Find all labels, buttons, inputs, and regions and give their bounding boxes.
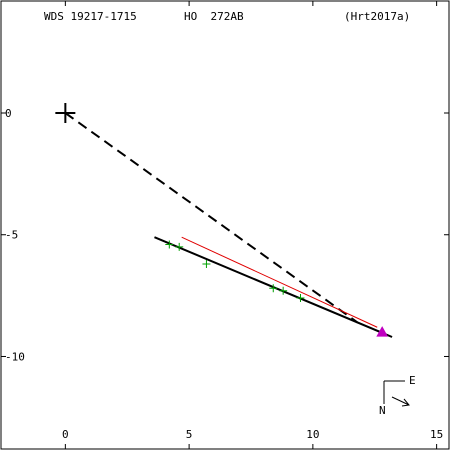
- red-fit-line: [181, 236, 378, 328]
- y-tick-label: -10: [5, 350, 25, 363]
- x-tick-label: 5: [186, 428, 193, 441]
- x-tick-label: 15: [430, 428, 443, 441]
- compass-north-label: N: [379, 404, 386, 417]
- latest-point-marker: [376, 326, 389, 337]
- observation-point: [296, 294, 305, 303]
- dashed-line: [64, 112, 359, 324]
- observation-point: [165, 240, 174, 249]
- observation-point: [202, 259, 211, 268]
- compass-rose: E N: [379, 374, 416, 417]
- x-tick-label: 0: [62, 428, 69, 441]
- reference-label: (Hrt2017a): [344, 10, 411, 23]
- compass-east-label: E: [409, 374, 416, 387]
- x-tick-label: 10: [306, 428, 319, 441]
- observation-point: [269, 284, 278, 293]
- y-tick-label: 0: [5, 107, 12, 120]
- motion-direction-arrow-icon: [391, 396, 410, 407]
- wds-id-label: WDS 19217-1715: [44, 10, 137, 23]
- plot-data: [55, 103, 393, 338]
- observation-point: [279, 286, 288, 295]
- designation-label: HO 272AB: [184, 10, 244, 23]
- y-tick-label: -5: [5, 229, 18, 242]
- primary-star-marker: [55, 103, 76, 123]
- observation-point: [175, 242, 184, 251]
